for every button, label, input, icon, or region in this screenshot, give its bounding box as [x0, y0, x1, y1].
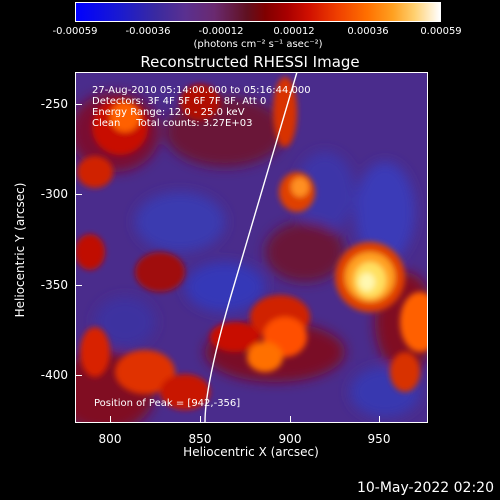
x-tick-label: 800 — [98, 432, 122, 446]
y-axis — [75, 72, 76, 423]
x-tick-label: 850 — [188, 432, 212, 446]
y-tick — [76, 285, 82, 286]
x-tick-label: 950 — [367, 432, 391, 446]
y-tick — [76, 194, 82, 195]
info-line: 27-Aug-2010 05:14:00.000 to 05:16:44.000 — [92, 85, 311, 96]
x-tick — [110, 416, 111, 422]
y-tick-label: -350 — [40, 278, 68, 292]
y-tick-label: -400 — [40, 368, 68, 382]
x-axis-label: Heliocentric X (arcsec) — [183, 445, 319, 459]
x-tick-label: 900 — [278, 432, 302, 446]
timestamp: 10-May-2022 02:20 — [356, 480, 494, 496]
x-axis — [75, 422, 428, 423]
y-tick — [76, 375, 82, 376]
y-tick-label: -250 — [40, 97, 68, 111]
peak-position: Position of Peak = [942,-356] — [94, 398, 241, 409]
colorbar — [75, 2, 441, 22]
x-tick — [379, 416, 380, 422]
rhessi-image — [75, 72, 427, 422]
y-axis-label: Heliocentric Y (arcsec) — [13, 182, 27, 318]
x-tick — [290, 416, 291, 422]
image-canvas — [75, 72, 427, 422]
colorbar-label: 0.00012 — [273, 26, 315, 37]
info-line: Clean Total counts: 3.27E+03 — [92, 118, 253, 129]
plot-title: Reconstructed RHESSI Image — [140, 53, 360, 71]
colorbar-label: -0.00059 — [52, 26, 98, 37]
colorbar-units: (photons cm⁻² s⁻¹ asec⁻²) — [193, 39, 323, 50]
colorbar-label: 0.00036 — [347, 26, 389, 37]
y-tick — [76, 104, 82, 105]
info-line: Detectors: 3F 4F 5F 6F 7F 8F, Att 0 — [92, 96, 267, 107]
colorbar-label: -0.00012 — [198, 26, 244, 37]
colorbar-label: -0.00036 — [125, 26, 171, 37]
y-tick-label: -300 — [40, 187, 68, 201]
colorbar-label: 0.00059 — [420, 26, 462, 37]
info-line: Energy Range: 12.0 - 25.0 keV — [92, 107, 245, 118]
right-axis — [427, 72, 428, 423]
top-axis — [75, 72, 428, 73]
x-tick — [200, 416, 201, 422]
